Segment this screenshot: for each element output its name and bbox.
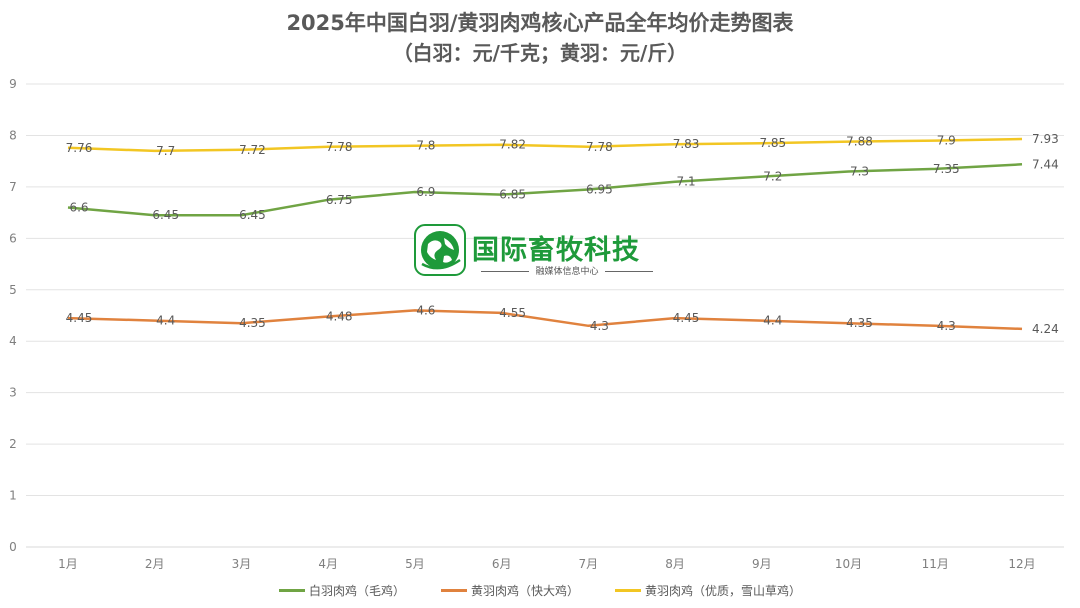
data-label: 7.2 [763, 170, 782, 184]
legend-entry: 白羽肉鸡（毛鸡） [278, 582, 405, 599]
y-tick-label: 5 [9, 283, 17, 297]
data-label: 4.24 [1032, 322, 1059, 336]
data-label: 4.3 [937, 319, 956, 333]
data-label: 7.3 [850, 164, 869, 178]
x-tick-label: 9月 [752, 557, 772, 571]
data-label: 7.76 [66, 141, 93, 155]
data-label: 6.95 [586, 182, 613, 196]
data-label: 6.45 [239, 208, 266, 222]
data-label: 4.4 [156, 314, 175, 328]
data-label: 4.3 [590, 319, 609, 333]
x-tick-label: 7月 [579, 557, 599, 571]
data-label: 7.7 [156, 144, 175, 158]
data-label: 7.78 [586, 140, 613, 154]
data-label: 7.9 [937, 134, 956, 148]
data-label: 4.4 [763, 314, 782, 328]
data-label: 4.35 [239, 316, 266, 330]
watermark: 国际畜牧科技 融媒体信息中心 [414, 224, 674, 280]
y-tick-label: 0 [9, 540, 17, 554]
watermark-brand: 国际畜牧科技 [472, 235, 640, 266]
data-label: 6.9 [416, 185, 435, 199]
data-label: 7.93 [1032, 132, 1059, 146]
data-label: 7.88 [846, 135, 873, 149]
data-label: 4.45 [673, 311, 700, 325]
globe-leaf-icon [414, 224, 466, 276]
chart-subtitle: （白羽：元/千克；黄羽：元/斤） [392, 41, 688, 65]
data-label: 7.1 [677, 175, 696, 189]
chart-legend: 白羽肉鸡（毛鸡） 黄羽肉鸡（快大鸡） 黄羽肉鸡（优质，雪山草鸡） [0, 582, 1080, 599]
data-label: 6.45 [152, 208, 179, 222]
x-tick-label: 4月 [318, 557, 338, 571]
chart-title-block: 2025年中国白羽/黄羽肉鸡核心产品全年均价走势图表 （白羽：元/千克；黄羽：元… [0, 8, 1080, 68]
data-label: 4.6 [416, 303, 435, 317]
data-label: 7.72 [239, 143, 266, 157]
data-label: 7.8 [416, 139, 435, 153]
data-label: 7.78 [326, 140, 353, 154]
y-tick-label: 7 [9, 180, 17, 194]
data-label: 7.35 [933, 162, 960, 176]
x-tick-label: 3月 [232, 557, 252, 571]
series-line [67, 309, 1023, 331]
watermark-tagline: 融媒体信息中心 [472, 264, 662, 277]
legend-swatch [440, 589, 467, 592]
data-label: 7.44 [1032, 157, 1059, 171]
series-line [67, 163, 1023, 217]
x-tick-label: 6月 [492, 557, 512, 571]
x-tick-label: 8月 [665, 557, 685, 571]
data-label: 6.75 [326, 193, 353, 207]
legend-entry: 黄羽肉鸡（优质，雪山草鸡） [615, 582, 801, 599]
legend-label: 白羽肉鸡（毛鸡） [308, 584, 405, 598]
legend-label: 黄羽肉鸡（快大鸡） [470, 584, 579, 598]
y-tick-label: 1 [9, 489, 17, 503]
series-line [67, 137, 1023, 153]
x-tick-label: 2月 [145, 557, 165, 571]
x-tick-label: 10月 [835, 557, 862, 571]
x-tick-label: 11月 [922, 557, 949, 571]
data-label: 4.48 [326, 310, 353, 324]
y-tick-label: 6 [9, 231, 17, 245]
y-tick-label: 2 [9, 437, 17, 451]
data-label: 7.82 [499, 138, 526, 152]
data-label: 4.55 [499, 306, 526, 320]
y-tick-label: 8 [9, 128, 17, 142]
data-label: 7.85 [759, 136, 786, 150]
y-tick-label: 3 [9, 386, 17, 400]
data-label: 4.35 [846, 316, 873, 330]
data-label: 4.45 [66, 311, 93, 325]
legend-entry: 黄羽肉鸡（快大鸡） [440, 582, 579, 599]
y-tick-label: 9 [9, 77, 17, 91]
x-tick-label: 5月 [405, 557, 425, 571]
x-tick-label: 12月 [1008, 557, 1035, 571]
legend-swatch [278, 589, 305, 592]
x-tick-label: 1月 [58, 557, 78, 571]
legend-swatch [615, 589, 641, 592]
chart-title: 2025年中国白羽/黄羽肉鸡核心产品全年均价走势图表 [286, 11, 794, 35]
data-label: 7.83 [673, 137, 700, 151]
y-tick-label: 4 [9, 334, 17, 348]
data-label: 6.85 [499, 188, 526, 202]
data-label: 6.6 [69, 200, 88, 214]
legend-label: 黄羽肉鸡（优质，雪山草鸡） [645, 584, 802, 598]
